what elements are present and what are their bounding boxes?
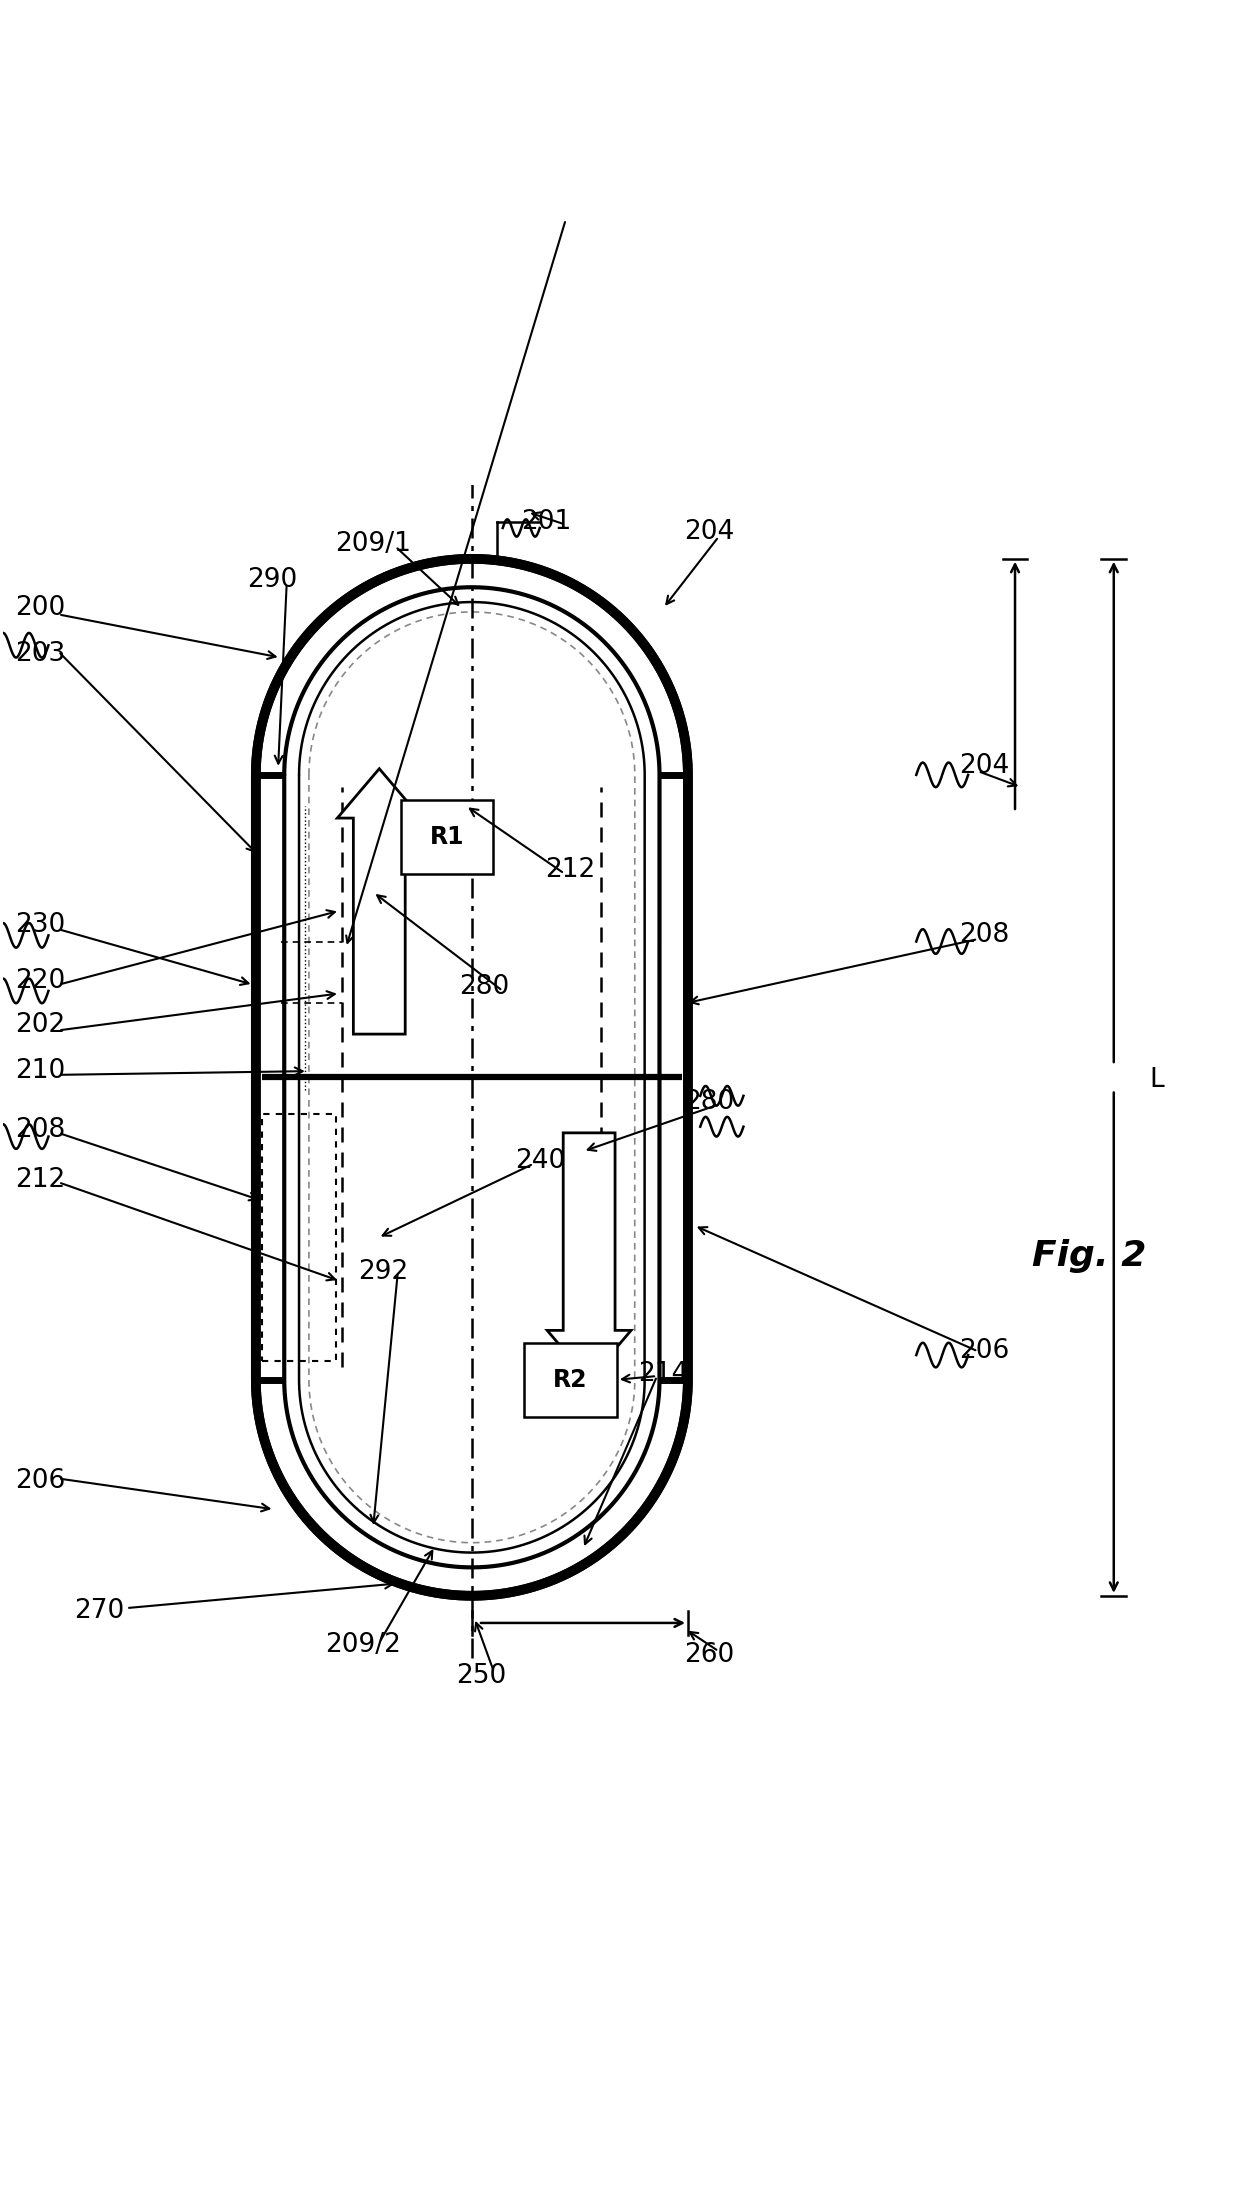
Text: 201: 201 [521, 509, 572, 536]
Text: R1: R1 [430, 824, 465, 849]
FancyArrow shape [337, 769, 422, 1034]
Text: 270: 270 [74, 1598, 124, 1624]
Text: 206: 206 [959, 1338, 1009, 1364]
Text: 203: 203 [15, 641, 64, 668]
Text: R2: R2 [553, 1369, 588, 1391]
Text: 204: 204 [959, 754, 1009, 780]
Text: 292: 292 [358, 1258, 408, 1285]
FancyBboxPatch shape [525, 1342, 618, 1417]
Text: 290: 290 [247, 566, 298, 593]
Text: 240: 240 [515, 1148, 565, 1175]
Text: 208: 208 [959, 921, 1009, 948]
Text: 230: 230 [15, 912, 64, 939]
Text: L: L [1149, 1067, 1164, 1093]
FancyArrow shape [547, 1133, 631, 1380]
Text: 200: 200 [15, 595, 64, 622]
Text: 212: 212 [15, 1166, 64, 1192]
Text: 280: 280 [683, 1089, 734, 1115]
Text: 210: 210 [15, 1058, 64, 1084]
Text: 208: 208 [15, 1117, 64, 1144]
Text: 202: 202 [15, 1012, 64, 1038]
Text: 280: 280 [459, 974, 510, 1001]
Text: 220: 220 [15, 968, 64, 994]
Text: 209/2: 209/2 [325, 1633, 402, 1657]
Text: 206: 206 [15, 1468, 64, 1494]
Polygon shape [255, 560, 688, 1596]
Text: 204: 204 [683, 518, 734, 544]
Text: 214: 214 [639, 1360, 688, 1386]
Text: 250: 250 [456, 1664, 507, 1688]
Text: 260: 260 [683, 1642, 734, 1668]
FancyBboxPatch shape [401, 800, 494, 873]
Text: 212: 212 [546, 857, 595, 884]
Text: Fig. 2: Fig. 2 [1032, 1239, 1146, 1274]
Text: 209/1: 209/1 [335, 531, 410, 558]
